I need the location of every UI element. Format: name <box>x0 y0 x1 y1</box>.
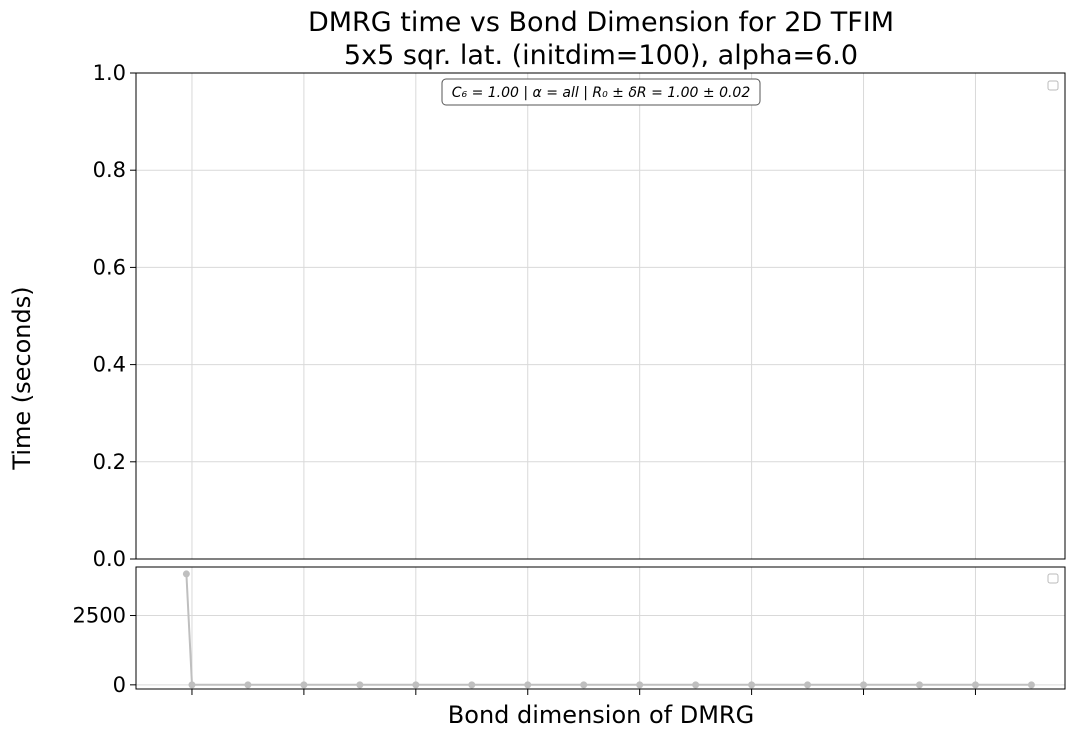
top-y-tick-label: 1.0 <box>93 61 126 85</box>
series-point <box>692 681 700 689</box>
bottom-panel-series <box>182 570 1035 689</box>
annotation-box: C₆ = 1.00 | α = all | R₀ ± δR = 1.00 ± 0… <box>441 78 761 106</box>
x-axis-label: Bond dimension of DMRG <box>448 701 754 729</box>
series-point <box>915 681 923 689</box>
series-point <box>468 681 476 689</box>
top-panel-grid <box>136 72 1065 560</box>
chart-title-line-1: DMRG time vs Bond Dimension for 2D TFIM <box>308 7 894 38</box>
chart-title-line-2: 5x5 sqr. lat. (initdim=100), alpha=6.0 <box>344 40 858 71</box>
series-point <box>580 681 588 689</box>
series-point <box>804 681 812 689</box>
annotation-text: C₆ = 1.00 | α = all | R₀ ± δR = 1.00 ± 0… <box>452 85 751 101</box>
series-point <box>524 681 532 689</box>
top-y-tick-label: 0.0 <box>93 547 126 571</box>
y-axis-label: Time (seconds) <box>8 286 36 470</box>
series-line <box>185 573 1032 686</box>
bottom-y-tick-label: 0 <box>113 673 126 697</box>
series-point <box>182 570 190 578</box>
top-legend-box <box>1047 80 1059 91</box>
series-point <box>412 681 420 689</box>
top-panel-y-ticks: 0.0 0.2 0.4 0.6 0.8 1.0 <box>93 61 136 571</box>
series-point <box>188 681 196 689</box>
series-point <box>748 681 756 689</box>
bottom-y-tick-label: 2500 <box>73 604 126 628</box>
top-y-tick-label: 0.8 <box>93 158 126 182</box>
top-y-tick-label: 0.2 <box>93 450 126 474</box>
bottom-panel-frame <box>135 566 1066 690</box>
bottom-panel-y-ticks: 0 2500 <box>73 604 136 697</box>
bottom-legend-box <box>1047 573 1059 584</box>
top-panel-frame <box>135 72 1066 560</box>
bottom-panel-grid <box>136 567 1065 695</box>
top-y-tick-label: 0.4 <box>93 353 126 377</box>
series-point <box>971 681 979 689</box>
series-point <box>1027 681 1035 689</box>
series-point <box>636 681 644 689</box>
series-point <box>356 681 364 689</box>
series-point <box>244 681 252 689</box>
series-point <box>860 681 868 689</box>
series-point <box>300 681 308 689</box>
top-y-tick-label: 0.6 <box>93 255 126 279</box>
